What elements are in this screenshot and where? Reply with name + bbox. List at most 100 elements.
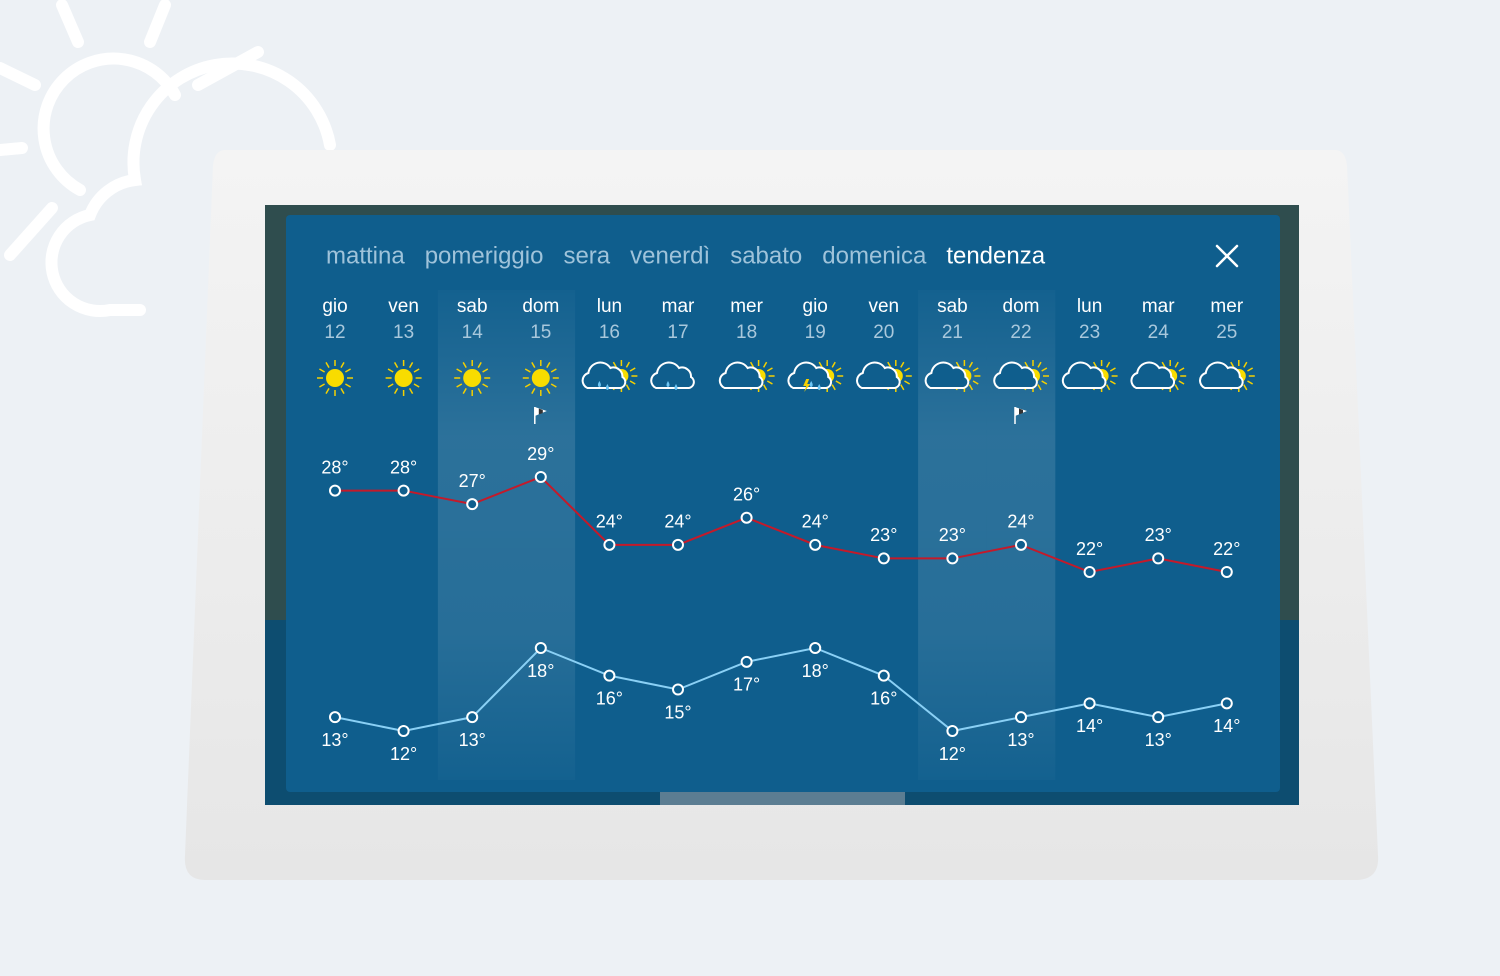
sun-ray [1243,361,1248,368]
sun-ray [456,368,463,373]
cloud [856,361,901,389]
rain-drop [809,381,813,387]
tab[interactable]: pomeriggio [425,242,544,269]
sun-ray [1161,361,1166,368]
sun-ray [835,367,842,372]
sun-ray [1230,361,1235,368]
sun-ray [319,368,325,373]
weekday: mer [730,296,763,317]
tab[interactable]: sera [563,242,610,269]
sun-ray [387,383,394,388]
sun-ray [1092,361,1098,368]
sun-ray [531,362,536,368]
weekday: sab [937,296,968,317]
tab[interactable]: sabato [730,242,802,269]
temperature-point [1083,697,1096,710]
rain-drop [817,384,821,390]
sun-ray [762,361,768,368]
date: 22 [1010,322,1031,343]
weekday: mar [1142,296,1175,317]
temperature-label: 12° [390,744,417,764]
sun-ray [766,380,773,385]
temperature-point [466,711,479,724]
sun-ray [1041,367,1048,372]
date: 13 [393,322,414,343]
sun-ray [550,368,557,373]
tab[interactable]: tendenza [946,242,1045,269]
sun-ray [968,361,974,368]
tab[interactable]: mattina [326,242,405,269]
date: 20 [873,322,894,343]
temperature-point [603,669,616,682]
tab[interactable]: venerdì [630,242,710,269]
sun-ray [340,388,345,394]
weather-icon [787,360,844,392]
temperature-label: 14° [1076,716,1103,736]
temperature-point [603,538,616,551]
weather-icon [856,360,912,392]
sun-ray [340,362,345,368]
sun-ray [550,383,557,388]
temperature-line [335,475,1227,574]
sun-disc [326,369,344,387]
close-button[interactable] [1215,244,1239,268]
temperature-label: 13° [1145,730,1172,750]
weather-icon [317,360,353,396]
rain-drop [674,384,678,390]
tab[interactable]: domenica [822,242,927,269]
temperature-point [1152,711,1165,724]
sun-ray [818,361,823,368]
temperature-label: 24° [1007,512,1034,532]
cloud [1130,361,1176,389]
temperature-label: 28° [321,457,348,477]
sun-ray [325,388,330,394]
temperature-point [329,484,341,497]
temperature-point [534,642,547,654]
date: 25 [1216,322,1237,343]
cloud [650,361,695,389]
highlights [437,290,1056,780]
temperature-point [672,683,684,696]
cloud [1061,361,1107,389]
weekday: gio [322,296,347,317]
temperature-label: 18° [527,661,554,681]
temperature-point [397,484,410,497]
rain-drop [597,381,601,387]
date: 18 [736,322,757,343]
weekday: ven [868,296,899,317]
temperature-label: 16° [870,688,897,708]
date: 15 [530,322,551,343]
temperature-label: 16° [596,688,623,708]
sun-ray [546,388,551,394]
temperature-point [1152,552,1165,565]
sun-ray [1109,367,1116,372]
weekday: dom [1003,296,1040,317]
sun-ray [972,367,979,372]
sun-ray [456,383,463,388]
weekday: gio [803,296,828,317]
sun-ray [955,361,961,368]
sun-ray [1037,361,1042,368]
weekday: sab [457,296,488,317]
sun-ray [1174,361,1179,368]
weekday: mer [1210,296,1243,317]
weather-icon [385,360,422,396]
sun-ray [393,362,399,368]
flag-stripe [1019,408,1023,415]
temperature-label: 18° [802,661,829,681]
sun-ray [408,362,414,368]
wind-flag [1014,407,1027,424]
temperature-point [329,711,341,724]
sun-ray [762,384,768,391]
sun-ray [319,383,325,388]
sun-ray [345,368,351,373]
sun-ray [625,384,631,391]
weather-icon [993,360,1049,392]
sun-disc [463,369,482,387]
sun-ray [477,388,482,394]
temperature-label: 23° [870,525,897,545]
sun-ray [1247,380,1254,385]
temperature-label: 24° [596,512,623,532]
sun-ray [766,367,773,372]
cloud [581,361,627,389]
